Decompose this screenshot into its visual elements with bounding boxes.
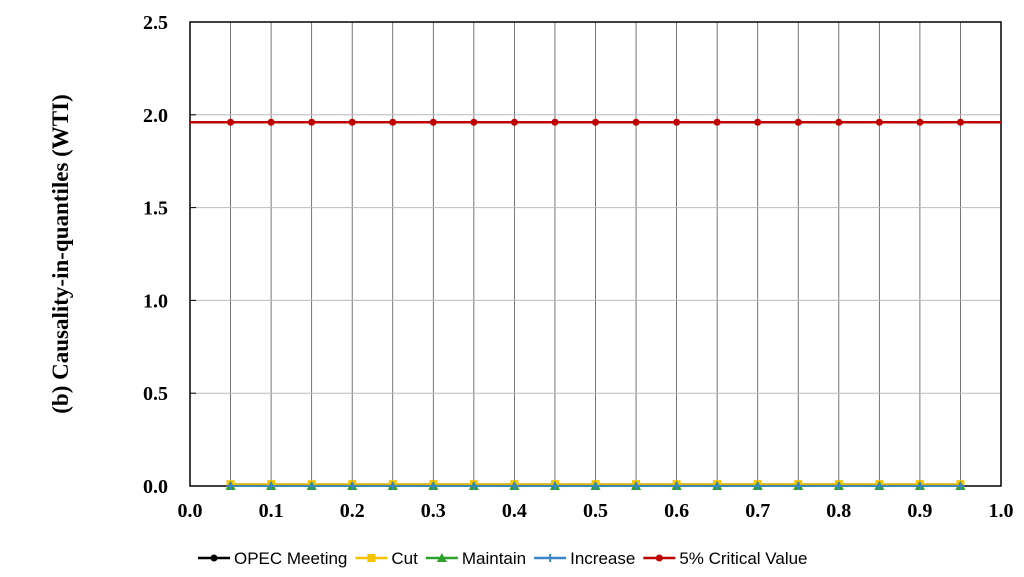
data-point bbox=[672, 482, 681, 490]
data-point bbox=[591, 482, 600, 490]
y-axis-label: (b) Causality-in-quantiles (WTI) bbox=[48, 94, 73, 413]
x-tick-label: 0.9 bbox=[907, 500, 932, 522]
data-point bbox=[348, 482, 357, 490]
data-point bbox=[592, 118, 599, 126]
data-point bbox=[875, 482, 884, 490]
data-point bbox=[915, 482, 924, 490]
series-3 bbox=[226, 482, 965, 490]
x-tick-label: 0.7 bbox=[745, 500, 770, 522]
data-point bbox=[835, 118, 843, 126]
data-point bbox=[267, 482, 276, 490]
y-tick-label: 0.5 bbox=[143, 383, 168, 405]
data-point bbox=[916, 118, 924, 126]
y-tick-label: 1.5 bbox=[143, 198, 168, 220]
y-tick-label: 2.5 bbox=[143, 12, 168, 34]
legend-label: Maintain bbox=[462, 549, 526, 568]
legend-item: Cut bbox=[355, 549, 418, 568]
gridlines bbox=[190, 22, 1001, 486]
data-point bbox=[632, 482, 641, 490]
data-point bbox=[429, 118, 437, 126]
data-point bbox=[470, 118, 478, 126]
data-point bbox=[389, 118, 397, 126]
legend-item: 5% Critical Value bbox=[643, 549, 808, 568]
x-tick-label: 0.2 bbox=[340, 500, 365, 522]
y-axis: 0.0 0.5 1.0 1.5 2.0 2.5 bbox=[143, 12, 196, 498]
legend-marker bbox=[655, 554, 663, 562]
x-tick-label: 1.0 bbox=[989, 500, 1014, 522]
data-point bbox=[307, 482, 316, 490]
data-point bbox=[551, 118, 559, 126]
series-4 bbox=[190, 118, 1001, 126]
legend-item: Increase bbox=[534, 549, 635, 568]
data-point bbox=[673, 118, 681, 126]
data-point bbox=[834, 482, 843, 490]
x-tick-label: 0.1 bbox=[259, 500, 284, 522]
data-point bbox=[754, 118, 762, 126]
data-point bbox=[550, 482, 559, 490]
data-point bbox=[308, 118, 316, 126]
legend-item: OPEC Meeting bbox=[198, 549, 347, 568]
data-point bbox=[753, 482, 762, 490]
legend-marker bbox=[546, 554, 555, 562]
data-point bbox=[632, 118, 640, 126]
data-point bbox=[469, 482, 478, 490]
x-tick-label: 0.3 bbox=[421, 500, 446, 522]
data-point bbox=[429, 482, 438, 490]
series-layer bbox=[190, 118, 1001, 490]
data-point bbox=[348, 118, 356, 126]
legend-label: OPEC Meeting bbox=[234, 549, 347, 568]
legend-label: 5% Critical Value bbox=[679, 549, 807, 568]
x-tick-label: 0.5 bbox=[583, 500, 608, 522]
data-point bbox=[794, 482, 803, 490]
data-point bbox=[713, 482, 722, 490]
data-point bbox=[267, 118, 275, 126]
x-tick-label: 0.8 bbox=[826, 500, 851, 522]
data-point bbox=[388, 482, 397, 490]
data-point bbox=[794, 118, 802, 126]
data-point bbox=[956, 482, 965, 490]
data-point bbox=[875, 118, 883, 126]
data-point bbox=[956, 118, 964, 126]
data-point bbox=[226, 482, 235, 490]
x-tick-label: 0.4 bbox=[502, 500, 527, 522]
y-tick-label: 2.0 bbox=[143, 105, 168, 127]
legend-marker bbox=[210, 554, 218, 562]
y-tick-label: 0.0 bbox=[143, 476, 168, 498]
y-tick-label: 1.0 bbox=[143, 290, 168, 312]
legend-marker bbox=[436, 553, 447, 562]
legend-item: Maintain bbox=[425, 549, 526, 568]
x-axis: 0.0 0.1 0.2 0.3 0.4 0.5 0.6 0.7 0.8 0.9 1.0 bbox=[178, 480, 1014, 522]
legend-label: Increase bbox=[570, 549, 635, 568]
legend-label: Cut bbox=[391, 549, 418, 568]
x-tick-label: 0.6 bbox=[664, 500, 689, 522]
data-point bbox=[510, 118, 518, 126]
data-point bbox=[713, 118, 721, 126]
legend: OPEC Meeting Cut Maintain Increase 5% Critic… bbox=[198, 549, 808, 568]
legend-marker bbox=[367, 554, 376, 562]
data-point bbox=[227, 118, 235, 126]
x-tick-label: 0.0 bbox=[178, 500, 203, 522]
data-point bbox=[510, 482, 519, 490]
